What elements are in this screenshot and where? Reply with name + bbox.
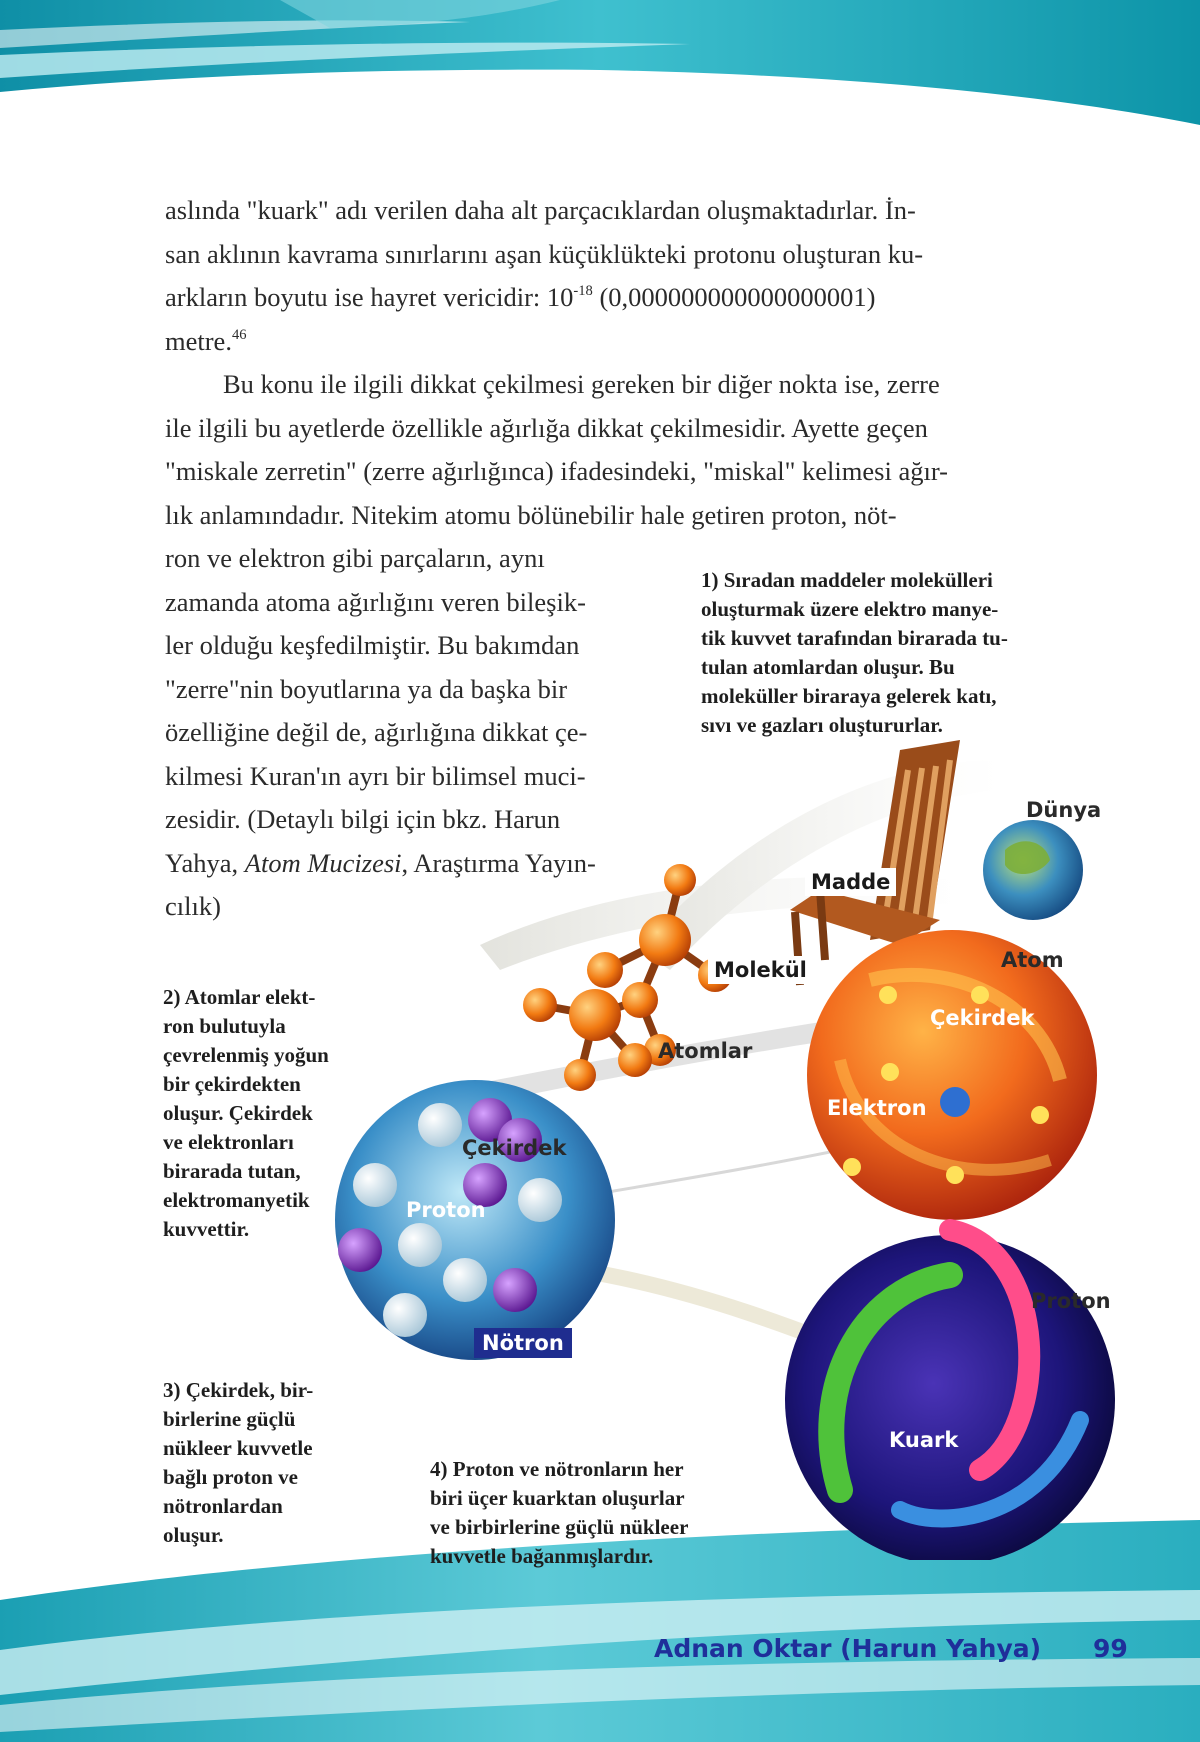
book-title: Atom Mucizesi (244, 847, 402, 878)
text-line: ron ve elektron gibi parçaların, aynı (165, 543, 545, 573)
text-line: aslında "kuark" adı verilen daha alt par… (165, 195, 916, 225)
label-cekirdek: Çekirdek (462, 1136, 567, 1160)
label-atomlar: Atomlar (658, 1039, 753, 1063)
text-line: lık anlamındadır. Nitekim atomu bölünebi… (165, 499, 897, 530)
exponent: -18 (573, 283, 593, 300)
label-atom: Atom (1001, 948, 1064, 972)
footer-author: Adnan Oktar (Harun Yahya) (654, 1634, 1042, 1663)
text-line: Bu konu ile ilgili dikkat çekilmesi gere… (223, 369, 940, 399)
caption-2: 2) Atomlar elekt- ron bulutuyla çevrelen… (163, 985, 329, 1241)
label-proton: Proton (1031, 1289, 1111, 1313)
text-line: kilmesi Kuran'ın ayrı bir bilimsel muci- (165, 760, 586, 791)
text-line: , Araştırma Yayın- (401, 847, 596, 878)
text-line: metre. (165, 325, 232, 356)
label-kuark: Kuark (889, 1428, 959, 1452)
footer-wave (0, 1520, 1200, 1742)
page-number: 99 (1093, 1634, 1128, 1663)
main-text-column: ron ve elektron gibi parçaların, aynı za… (165, 537, 643, 929)
footnote-ref: 46 (231, 326, 247, 343)
electron-dot (940, 1087, 970, 1117)
text-line: "zerre"nin boyutlarına ya da başka bir (165, 673, 568, 704)
text-line: ler olduğu keşfedilmiştir. Bu bakımdan (165, 630, 580, 660)
text-line: zesidir. (Detaylı bilgi için bkz. Harun (165, 804, 561, 834)
atom-sphere (807, 930, 1097, 1220)
label-madde: Madde (805, 868, 897, 896)
text-line: (0,000000000000000001) (592, 282, 876, 312)
text-line: Yahya, (165, 847, 245, 878)
text-line: özelliğine değil de, ağırlığına dikkat ç… (165, 717, 588, 747)
label-dunya: Dünya (1026, 798, 1102, 822)
text-line: san aklının kavrama sınırlarını aşan küç… (165, 238, 924, 269)
label-notron: Nötron (474, 1328, 572, 1358)
nucleus-sphere (335, 1080, 615, 1360)
caption-1: 1) Sıradan maddeler molekülleri oluşturm… (701, 568, 1008, 737)
text-line: ile ilgili bu ayetlerde özellikle ağırlı… (165, 412, 928, 443)
text-line: arkların boyutu ise hayret vericidir: 10 (165, 282, 574, 312)
text-line: cılık) (165, 891, 221, 921)
header-wave (0, 0, 1200, 125)
label-cekirdek-atom: Çekirdek (930, 1006, 1035, 1030)
caption-4: 4) Proton ve nötronların her biri üçer k… (430, 1457, 689, 1568)
atom-structure-illustration (335, 740, 1115, 1560)
caption-3: 3) Çekirdek, bir- birlerine güçlü nüklee… (163, 1378, 314, 1547)
main-text-block: aslında "kuark" adı verilen daha alt par… (165, 189, 1032, 537)
label-elektron: Elektron (827, 1096, 927, 1120)
text-line: zamanda atoma ağırlığını veren bileşik- (165, 586, 586, 617)
text-line: "miskale zerretin" (zerre ağırlığınca) i… (165, 456, 948, 486)
label-molekul: Molekül (708, 956, 813, 984)
label-proton-nucleus: Proton (406, 1198, 486, 1222)
